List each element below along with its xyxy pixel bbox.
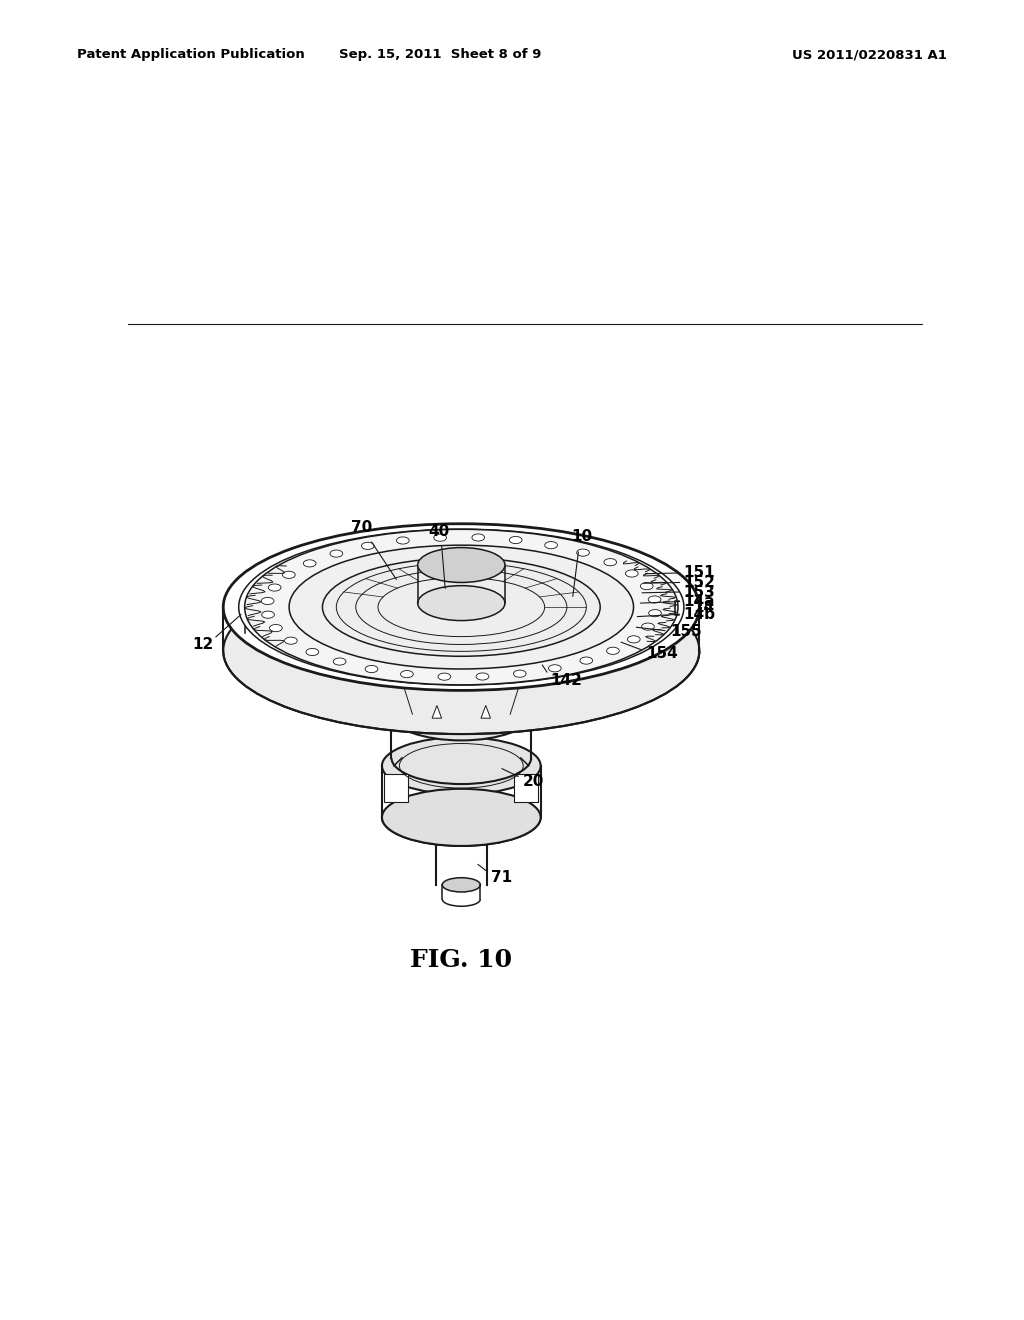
- Text: 14: 14: [693, 601, 714, 615]
- Ellipse shape: [400, 671, 414, 677]
- Ellipse shape: [361, 543, 374, 549]
- Text: Patent Application Publication: Patent Application Publication: [77, 48, 304, 61]
- Text: 152: 152: [684, 576, 716, 590]
- Ellipse shape: [628, 636, 640, 643]
- Text: 155: 155: [670, 624, 701, 639]
- Ellipse shape: [642, 623, 654, 630]
- Text: 14a: 14a: [684, 594, 715, 609]
- Ellipse shape: [648, 610, 662, 616]
- Ellipse shape: [509, 536, 522, 544]
- Ellipse shape: [223, 524, 699, 690]
- Text: Sep. 15, 2011  Sheet 8 of 9: Sep. 15, 2011 Sheet 8 of 9: [339, 48, 542, 61]
- Ellipse shape: [418, 586, 505, 620]
- Ellipse shape: [626, 570, 638, 577]
- Text: 70: 70: [351, 520, 373, 535]
- Text: 20: 20: [523, 774, 545, 789]
- Text: 10: 10: [571, 529, 593, 544]
- Ellipse shape: [604, 558, 616, 566]
- Ellipse shape: [476, 673, 488, 680]
- Polygon shape: [432, 705, 441, 718]
- Text: US 2011/0220831 A1: US 2011/0220831 A1: [793, 48, 947, 61]
- FancyBboxPatch shape: [384, 774, 409, 803]
- Text: 71: 71: [492, 870, 513, 886]
- Ellipse shape: [223, 568, 699, 734]
- Ellipse shape: [442, 878, 480, 892]
- Ellipse shape: [283, 572, 295, 578]
- Ellipse shape: [396, 537, 410, 544]
- Text: 12: 12: [193, 636, 214, 652]
- Ellipse shape: [434, 535, 446, 541]
- Text: 142: 142: [550, 673, 582, 688]
- Ellipse shape: [303, 560, 316, 566]
- FancyBboxPatch shape: [514, 774, 539, 803]
- Text: 153: 153: [684, 585, 716, 599]
- Ellipse shape: [472, 533, 484, 541]
- Ellipse shape: [549, 665, 561, 672]
- Ellipse shape: [306, 648, 318, 656]
- Ellipse shape: [330, 550, 343, 557]
- Ellipse shape: [268, 583, 281, 591]
- Ellipse shape: [289, 545, 634, 669]
- Ellipse shape: [513, 671, 526, 677]
- Text: 14b: 14b: [684, 607, 716, 622]
- Ellipse shape: [382, 789, 541, 846]
- Text: 40: 40: [428, 524, 450, 539]
- Ellipse shape: [438, 673, 451, 680]
- Polygon shape: [481, 705, 490, 718]
- Ellipse shape: [577, 549, 590, 556]
- Ellipse shape: [418, 548, 505, 582]
- Ellipse shape: [640, 582, 653, 590]
- Text: 151: 151: [684, 565, 715, 581]
- Ellipse shape: [269, 624, 283, 632]
- Text: FIG. 10: FIG. 10: [411, 948, 512, 973]
- Ellipse shape: [261, 598, 274, 605]
- Ellipse shape: [545, 541, 557, 549]
- Ellipse shape: [580, 657, 593, 664]
- Ellipse shape: [606, 647, 620, 655]
- Text: 154: 154: [646, 645, 678, 660]
- Ellipse shape: [382, 738, 541, 795]
- Ellipse shape: [391, 688, 531, 741]
- Ellipse shape: [333, 657, 346, 665]
- Ellipse shape: [262, 611, 274, 618]
- Ellipse shape: [648, 595, 660, 603]
- Ellipse shape: [366, 665, 378, 673]
- Ellipse shape: [239, 529, 684, 685]
- Ellipse shape: [245, 529, 678, 685]
- Ellipse shape: [323, 558, 600, 656]
- Ellipse shape: [285, 638, 297, 644]
